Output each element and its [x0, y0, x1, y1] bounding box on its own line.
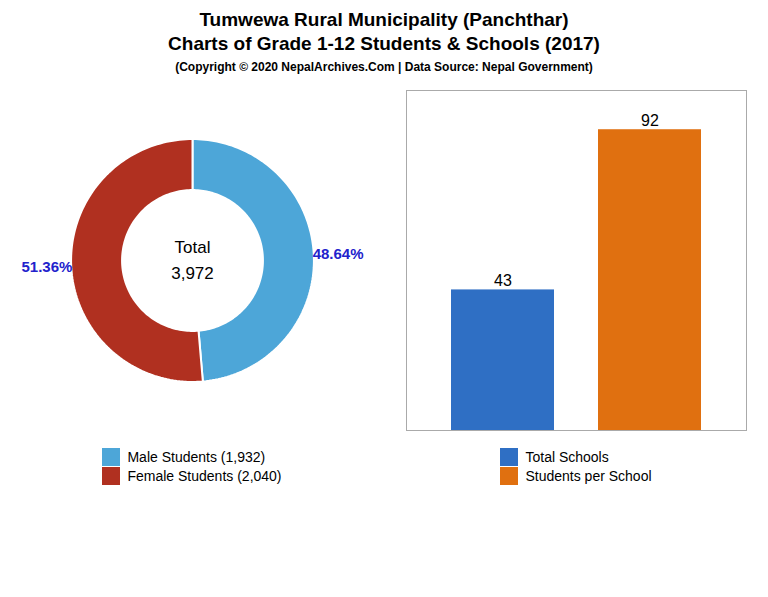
- html-text:Tumwewa Rural Municipality (Pa: Tumwewa Rural Municipality (Panchthar): [199, 9, 569, 30]
- svg-text:3,972: 3,972: [171, 264, 214, 283]
- svg-text:48.64%: 48.64%: [313, 245, 364, 262]
- html-text:(Copyright © 2020 NepalArchive: (Copyright © 2020 NepalArchives.Com | Da…: [175, 60, 593, 74]
- html-text:Female Students (2,040): Female Students (2,040): [127, 468, 282, 484]
- svg-text:Total: Total: [175, 238, 211, 257]
- svg-text:92: 92: [641, 112, 659, 129]
- svg-text:51.36%: 51.36%: [21, 258, 72, 275]
- html-text:Total Schools: Total Schools: [525, 449, 609, 465]
- html-text:Male Students (1,932): Male Students (1,932): [127, 449, 266, 465]
- svg-text:43: 43: [494, 272, 512, 289]
- html-text:Charts of Grade 1-12 Students: Charts of Grade 1-12 Students & Schools …: [168, 33, 600, 54]
- html-text:Students per School: Students per School: [525, 468, 652, 484]
